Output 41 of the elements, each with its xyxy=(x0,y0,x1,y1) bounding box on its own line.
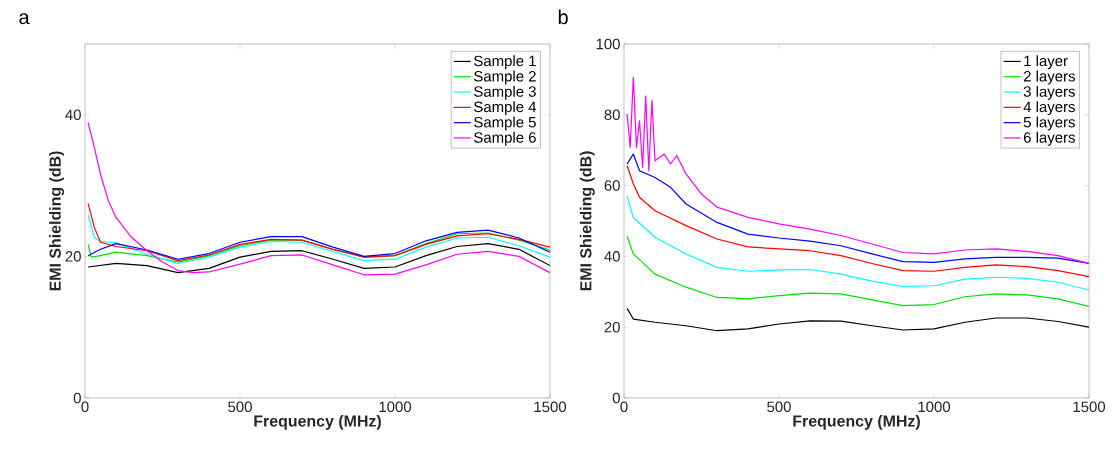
legend-label: Sample 1 xyxy=(474,55,536,70)
y-tick-label: 20 xyxy=(65,251,81,262)
x-tick-label: 1500 xyxy=(1073,401,1106,413)
x-tick-label: 1000 xyxy=(379,401,412,413)
y-tick-label: 0 xyxy=(612,392,620,404)
legend-label: Sample 4 xyxy=(474,101,537,116)
line-series xyxy=(626,307,1090,332)
legend-label: Sample 5 xyxy=(474,116,536,131)
line-series xyxy=(626,195,1090,291)
y-axis-title: EMI Shielding (dB) xyxy=(579,151,595,291)
y-tick-label: 60 xyxy=(604,180,620,191)
legend-label: 6 layers xyxy=(1023,131,1075,146)
x-tick-label: 500 xyxy=(228,401,252,413)
legend-label: Sample 3 xyxy=(474,85,536,100)
legend-label: Sample 6 xyxy=(474,131,536,146)
legend-label: 4 layers xyxy=(1023,101,1075,116)
chart-title: a xyxy=(19,13,30,25)
y-axis-title: EMI Shielding (dB) xyxy=(49,151,65,291)
legend-label: 5 layers xyxy=(1023,116,1075,131)
x-tick-label: 500 xyxy=(767,401,791,413)
y-tick-label: 0 xyxy=(73,392,81,404)
y-tick-label: 100 xyxy=(596,38,620,50)
chart-title: b xyxy=(558,9,568,25)
y-tick-label: 40 xyxy=(65,109,81,121)
x-tick-label: 1500 xyxy=(534,401,567,413)
x-axis-title: Frequency (MHz) xyxy=(793,414,920,430)
x-tick-label: 0 xyxy=(620,401,628,413)
x-tick-label: 0 xyxy=(81,401,89,413)
legend-label: 1 layer xyxy=(1024,55,1068,70)
line-series xyxy=(626,235,1090,307)
line-series xyxy=(87,243,551,274)
x-tick-label: 1000 xyxy=(918,401,951,413)
y-tick-label: 40 xyxy=(604,251,620,262)
line-series xyxy=(626,165,1090,278)
legend-label: 3 layers xyxy=(1023,85,1075,100)
y-tick-label: 80 xyxy=(604,109,620,121)
x-axis-title: Frequency (MHz) xyxy=(254,414,381,430)
legend-label: Sample 2 xyxy=(474,70,536,85)
line-series xyxy=(87,202,551,262)
legend-label: 2 layers xyxy=(1023,70,1075,85)
y-tick-label: 20 xyxy=(604,321,620,333)
